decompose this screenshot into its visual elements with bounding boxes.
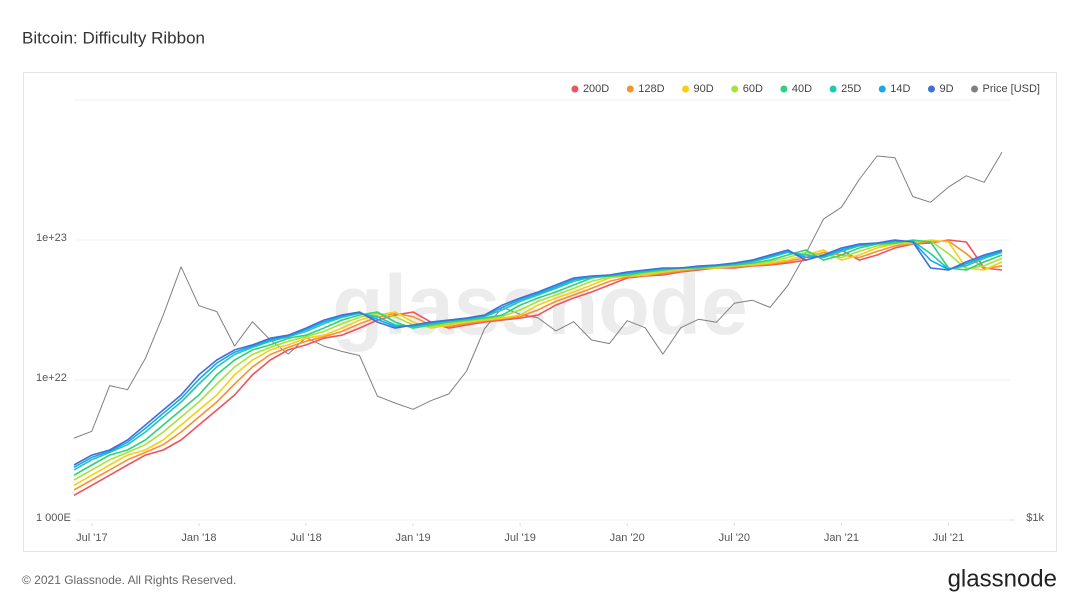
ribbon-line <box>73 240 1003 471</box>
x-tick-label: Jan '19 <box>396 532 431 544</box>
x-tick-label: Jan '21 <box>824 532 859 544</box>
x-tick-label: Jan '18 <box>181 532 216 544</box>
legend-dot <box>571 85 579 93</box>
legend-dot <box>829 85 837 93</box>
ribbon-line <box>73 239 1003 476</box>
ribbon-line <box>73 239 1003 486</box>
legend-dot <box>971 85 979 93</box>
x-tick-label: Jul '18 <box>290 532 321 544</box>
y-tick-label: 1e+22 <box>36 372 67 384</box>
legend-label: 200D <box>583 83 609 95</box>
legend-label: 128D <box>638 83 664 95</box>
legend-dot <box>682 85 690 93</box>
legend-label: 40D <box>792 83 812 95</box>
ribbon-line <box>73 240 1003 481</box>
x-tick-label: Jul '17 <box>76 532 107 544</box>
legend-dot <box>731 85 739 93</box>
ribbon-line <box>73 239 1003 468</box>
legend-dot <box>626 85 634 93</box>
price-line <box>73 151 1003 439</box>
legend-label: 60D <box>743 83 763 95</box>
legend-dot <box>878 85 886 93</box>
logo: glassnode <box>948 565 1057 592</box>
watermark: glassnode <box>332 258 747 352</box>
legend-dot <box>927 85 935 93</box>
legend: 200D 128D 90D 60D 40D 25D 14D 9D Price [USD] <box>571 83 1040 95</box>
chart-frame <box>23 72 1057 552</box>
legend-label: 9D <box>939 83 953 95</box>
chart-title: Bitcoin: Difficulty Ribbon <box>22 28 205 47</box>
ribbon-line <box>73 239 1003 466</box>
y2-tick-label: $1k <box>1026 512 1044 524</box>
legend-label: 90D <box>694 83 714 95</box>
legend-label: 25D <box>841 83 861 95</box>
x-tick-label: Jul '21 <box>933 532 964 544</box>
x-tick-label: Jan '20 <box>610 532 645 544</box>
footer: © 2021 Glassnode. All Rights Reserved. <box>22 573 236 587</box>
y-tick-label: 1 000E <box>36 512 71 524</box>
x-tick-label: Jul '20 <box>719 532 750 544</box>
x-tick-label: Jul '19 <box>504 532 535 544</box>
legend-label: 14D <box>890 83 910 95</box>
legend-label: Price [USD] <box>983 83 1040 95</box>
legend-dot <box>780 85 788 93</box>
y-tick-label: 1e+23 <box>36 232 67 244</box>
